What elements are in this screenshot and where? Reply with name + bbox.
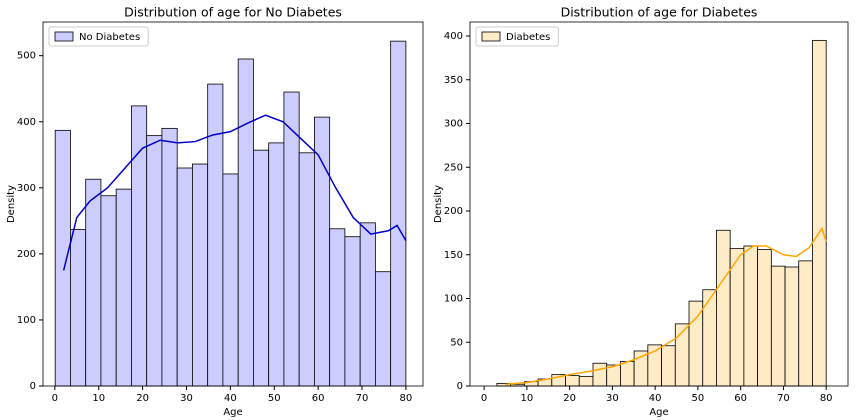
x-tick-label: 70 [777,393,790,404]
legend-box [48,26,149,47]
x-tick-label: 50 [692,393,705,404]
y-tick-label: 100 [444,294,463,305]
bar [620,361,635,387]
bar [70,229,87,387]
bar [344,236,361,387]
bar [390,40,407,387]
x-tick-label: 10 [521,393,534,404]
legend: No Diabetes [48,26,149,47]
bar [100,195,117,387]
y-axis-label: Density [433,185,444,223]
bar [578,375,594,387]
y-tick-label: 500 [17,51,36,62]
x-tick-label: 40 [649,393,662,404]
y-axis-label: Density [6,185,17,223]
chart-title: Distribution of age for Diabetes [561,5,758,20]
bar [313,116,331,387]
x-tick-label: 0 [481,393,487,404]
bar [176,167,193,387]
y-tick-label: 400 [444,31,463,42]
x-axis-label: Age [649,407,668,418]
y-tick-label: 250 [444,162,463,173]
panel: Distribution of age for No Diabetes Age De… [6,5,424,418]
bar [192,163,209,387]
bar [161,127,178,387]
x-tick-label: 40 [224,393,237,404]
bar [253,149,270,387]
bar [146,135,163,387]
bar [688,300,704,387]
bar [812,39,827,387]
y-tick-label: 100 [17,315,36,326]
bar [729,248,745,387]
bar [798,260,813,387]
x-tick-label: 80 [820,393,833,404]
bar [784,266,800,387]
bar [716,229,731,387]
bar [54,129,71,387]
kde-line [62,114,407,271]
x-tick-label: 70 [356,393,369,404]
bar [329,228,346,387]
bar [115,188,132,387]
x-tick-label: 60 [312,393,325,404]
bar [237,58,254,387]
y-tick-label: 0 [30,381,36,392]
y-tick-label: 300 [444,119,463,130]
bar [283,91,300,387]
legend-swatch [481,31,501,42]
bar [359,222,376,387]
legend-label: Diabetes [506,32,550,43]
legend: Diabetes [475,26,559,47]
legend-swatch [54,31,74,42]
x-tick-label: 50 [268,393,281,404]
y-tick-label: 400 [17,117,36,128]
bar [661,345,676,387]
x-tick-label: 20 [136,393,149,404]
bar [85,178,102,387]
y-tick-label: 200 [17,249,36,260]
bar [592,362,608,387]
bar [702,289,717,387]
x-tick-label: 30 [180,393,193,404]
bar [770,265,786,387]
legend-label: No Diabetes [79,32,140,43]
bar [374,271,392,387]
kde-line [505,226,827,385]
x-tick-label: 10 [92,393,105,404]
bar [207,83,224,387]
x-tick-label: 30 [606,393,619,404]
bar [298,152,315,387]
panel: Distribution of age for Diabetes Age Densi… [433,5,849,418]
y-tick-label: 0 [457,381,463,392]
y-tick-label: 350 [444,75,463,86]
bar [222,173,239,387]
bar [743,245,759,387]
bar [565,375,580,387]
bar [757,249,772,387]
x-axis-label: Age [223,407,242,418]
x-tick-label: 20 [563,393,576,404]
y-tick-label: 300 [17,183,36,194]
x-tick-label: 80 [400,393,413,404]
y-tick-label: 150 [444,250,463,261]
bar [268,142,285,387]
x-tick-label: 0 [52,393,58,404]
axes-frame [469,21,849,387]
y-tick-label: 200 [444,206,463,217]
axes-frame [42,21,424,387]
chart-title: Distribution of age for No Diabetes [124,5,342,20]
y-tick-label: 50 [450,337,463,348]
x-tick-label: 60 [734,393,747,404]
